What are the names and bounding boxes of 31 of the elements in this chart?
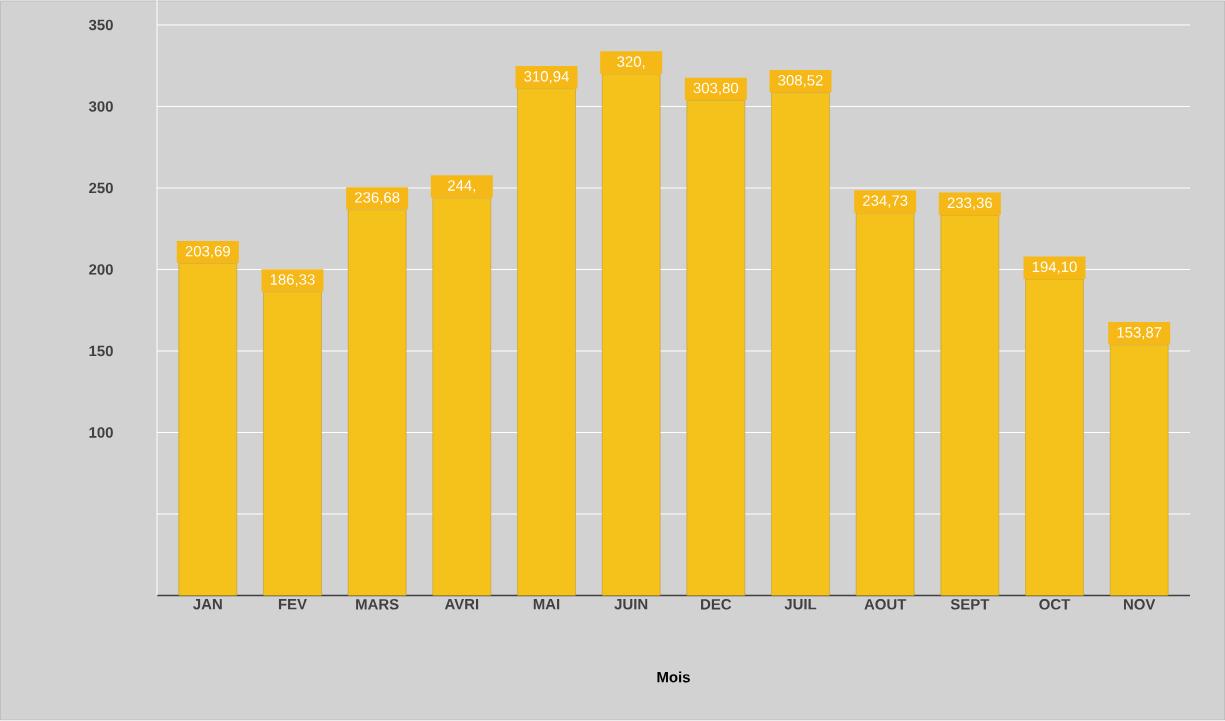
data-label: 153,87 [1117, 327, 1162, 340]
x-tick-label: DEC [701, 599, 732, 610]
x-tick-label: FEV [278, 599, 307, 610]
data-label: 233,36 [947, 197, 993, 211]
y-tick-label: 300 [88, 101, 113, 113]
data-label: 194,10 [1032, 261, 1077, 275]
data-label: 320, [617, 56, 645, 69]
data-label: 303,80 [693, 82, 739, 96]
x-tick-label: OCT [1039, 599, 1071, 610]
x-tick-label: MARS [356, 599, 399, 610]
data-label: 244, [448, 180, 476, 193]
x-tick-label: JAN [193, 599, 222, 610]
x-axis-title: Mois [657, 671, 690, 683]
data-label: 236,68 [355, 192, 400, 205]
data-label: 203,69 [185, 246, 230, 259]
data-label: 234,73 [863, 195, 908, 208]
y-tick-label: 250 [89, 182, 113, 194]
x-tick-label: JUIN [614, 599, 648, 610]
y-tick-label: 100 [89, 427, 113, 439]
x-tick-label: JUIL [784, 599, 817, 610]
x-tick-label: SEPT [950, 599, 990, 610]
x-tick-label: AOUT [864, 599, 907, 610]
y-tick-label: 350 [88, 19, 113, 31]
data-label: 308,52 [778, 75, 823, 88]
x-tick-label: AVRI [444, 599, 479, 610]
x-tick-label: NOV [1124, 599, 1156, 610]
x-tick-label: MAI [533, 599, 560, 610]
data-label: 310,94 [524, 71, 569, 84]
y-tick-label: 200 [89, 264, 113, 275]
y-tick-label: 150 [89, 345, 113, 357]
data-label: 186,33 [270, 274, 315, 287]
